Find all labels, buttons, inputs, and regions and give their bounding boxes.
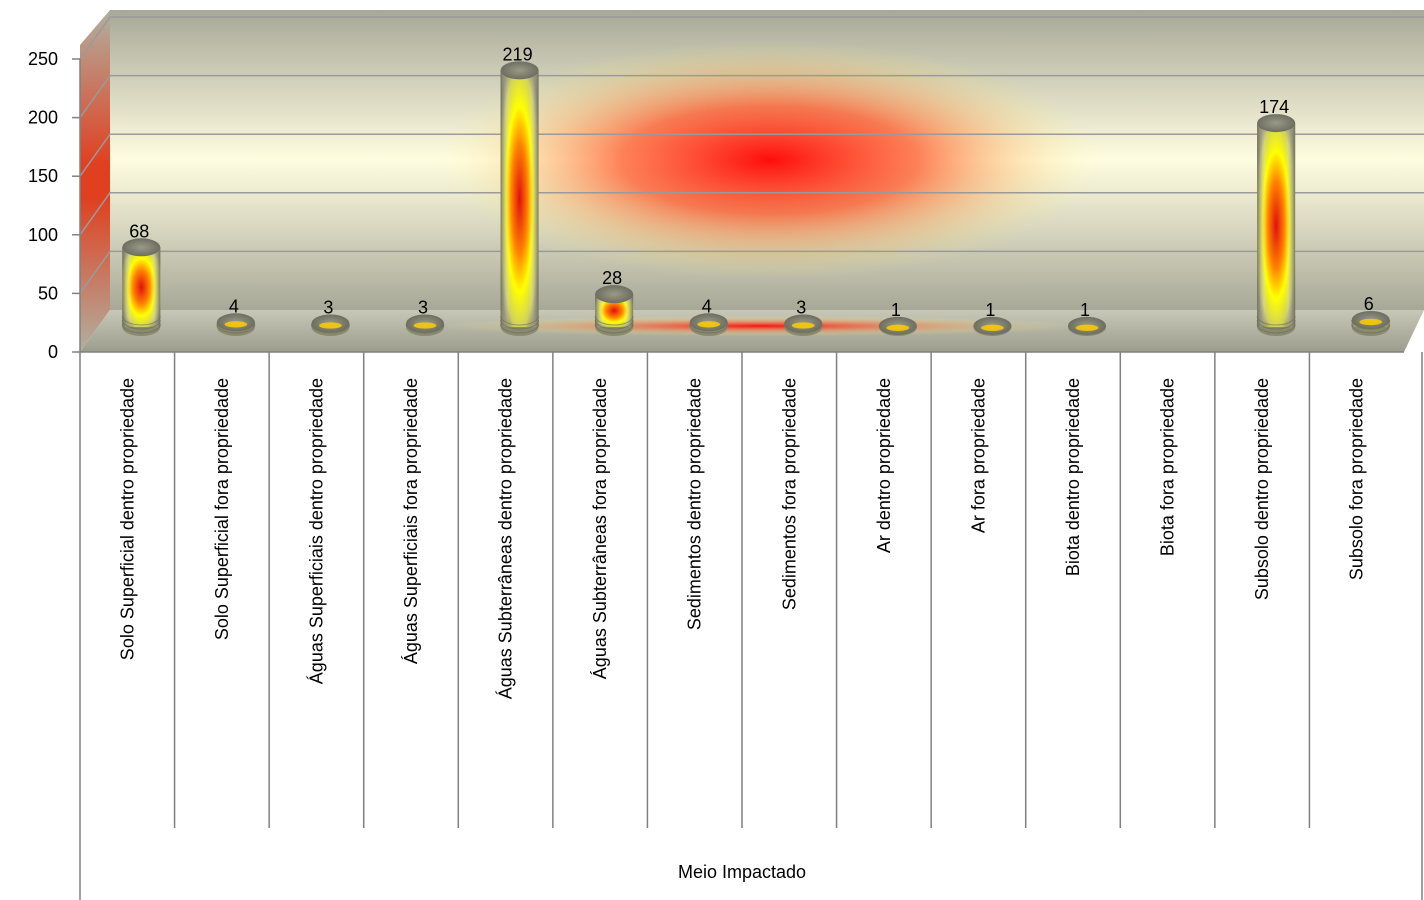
y-tick-label: 0 [48,342,58,362]
bar [405,314,445,336]
category-label: Ar fora propriedade [968,378,988,533]
data-label: 3 [796,297,806,317]
bar [1256,114,1296,336]
side-wall [80,10,110,352]
x-axis-title: Meio Impactado [678,862,806,882]
data-label: 219 [503,44,533,64]
bar [973,316,1012,336]
bar [689,313,729,336]
y-tick-label: 200 [28,108,58,128]
bar [878,316,917,336]
category-label: Águas Subterrâneas dentro propriedade [496,378,516,699]
category-label: Biota dentro propriedade [1063,378,1083,576]
y-tick-label: 250 [28,49,58,69]
data-label: 1 [891,300,901,320]
bar [594,285,634,336]
data-label: 4 [229,296,239,316]
bar [783,314,823,336]
category-label: Ar dentro propriedade [874,378,894,553]
data-label: 1 [1080,300,1090,320]
category-label: Subsolo dentro propriedade [1252,378,1272,600]
back-wall-glow [440,40,1100,280]
data-label: 68 [129,221,149,241]
bar [500,61,540,336]
category-labels: Solo Superficial dentro propriedade Solo … [117,378,1366,699]
bar [1351,310,1391,336]
data-label: 3 [418,297,428,317]
gridline [79,250,1424,294]
category-label: Subsolo fora propriedade [1347,378,1367,580]
bar [216,313,256,336]
data-label: 1 [985,300,995,320]
y-tick-label: 100 [28,225,58,245]
category-label: Biota fora propriedade [1158,378,1178,556]
category-label: Águas Subterrâneas fora propriedade [590,378,610,679]
data-label: 3 [323,297,333,317]
gridline [79,192,1424,236]
bars [121,61,1391,336]
y-tick-label: 150 [28,166,58,186]
bar [310,314,350,336]
y-tick-label: 50 [38,283,58,303]
category-label: Águas Superficiais dentro propriedade [306,378,326,684]
gridlines [79,16,1424,294]
data-label: 4 [702,296,712,316]
category-label: Águas Superficiais fora propriedade [401,378,421,664]
data-label: 174 [1259,97,1289,117]
y-tick-labels: 0 50 100 150 200 250 [28,49,58,362]
data-labels: 68 4 3 3 219 28 4 3 1 1 1 174 6 [129,44,1373,319]
category-label: Solo Superficial fora propriedade [212,378,232,640]
axes [72,58,1423,900]
bar [1068,316,1106,336]
data-label: 28 [602,268,622,288]
category-label: Solo Superficial dentro propriedade [117,378,137,660]
bar [121,238,161,336]
category-label: Sedimentos fora propriedade [779,378,799,610]
gridline [79,133,1424,177]
gridline [79,74,1424,119]
data-label: 6 [1364,294,1374,314]
gridline [79,16,1424,60]
category-label: Sedimentos dentro propriedade [685,378,705,630]
